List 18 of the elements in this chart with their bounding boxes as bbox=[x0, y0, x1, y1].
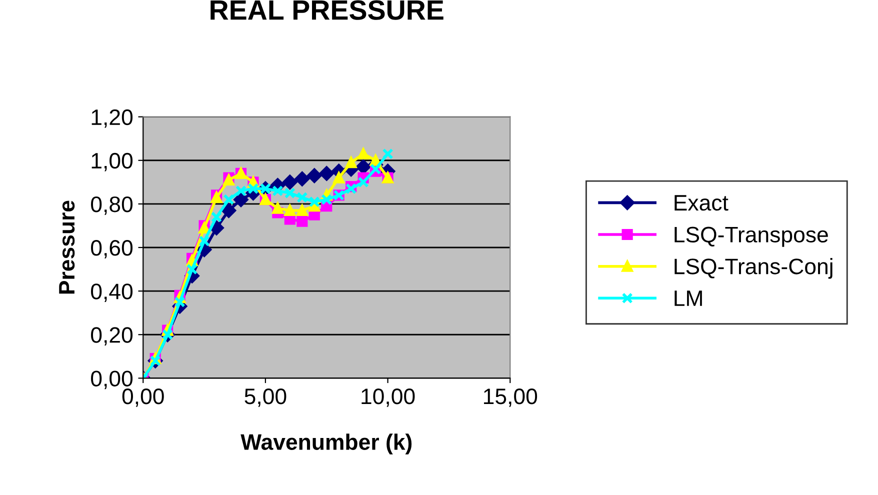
x-tick-label: 15,00 bbox=[484, 388, 538, 407]
legend-label: LSQ-Trans-Conj bbox=[674, 258, 832, 279]
y-tick-label: 1,00 bbox=[92, 152, 133, 172]
y-tick-label: 1,20 bbox=[92, 109, 133, 128]
legend-label: LSQ-Transpose bbox=[674, 226, 828, 247]
y-tick-label: 0,40 bbox=[91, 284, 133, 302]
x-tick-label: 10,00 bbox=[362, 388, 415, 407]
y-tick-label: 0,20 bbox=[91, 327, 133, 346]
legend-label: LM bbox=[674, 290, 702, 306]
y-tick-label: 0,80 bbox=[91, 196, 133, 215]
x-tick-label: 0,00 bbox=[122, 388, 164, 407]
y-tick-label: 0,00 bbox=[91, 370, 133, 390]
x-tick-label: 5,00 bbox=[244, 388, 286, 407]
x-axis-title: Wavenumber (k) bbox=[240, 434, 412, 454]
y-tick-label: 0,60 bbox=[91, 240, 133, 258]
chart-title: REAL PRESSURE bbox=[210, 0, 444, 20]
legend-label: Exact bbox=[674, 195, 728, 211]
y-axis-title: Pressure bbox=[59, 200, 75, 294]
